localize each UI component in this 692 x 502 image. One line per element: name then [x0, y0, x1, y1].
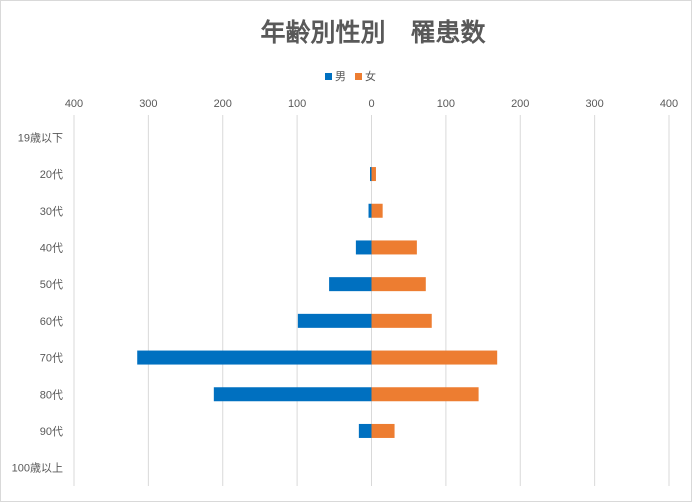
- y-tick-label: 70代: [40, 352, 63, 365]
- y-tick-label: 40代: [40, 241, 63, 254]
- bar-male-4: [329, 277, 372, 292]
- bar-female-5: [371, 313, 432, 328]
- y-tick-label: 100歳以上: [12, 462, 63, 475]
- bar-female-4: [371, 277, 426, 292]
- x-tick-label: 200: [511, 98, 529, 110]
- y-tick-label: 20代: [40, 168, 63, 181]
- bar-male-7: [213, 387, 372, 402]
- bar-male-8: [358, 423, 372, 438]
- x-tick-label: 200: [214, 98, 232, 110]
- y-tick-label: 90代: [40, 425, 63, 438]
- y-tick-label: 80代: [40, 388, 63, 401]
- legend-label-1: 女: [365, 69, 376, 83]
- y-tick-label: 50代: [40, 278, 63, 291]
- x-axis-ticks: 400 300 200 100 0 100 200 300 400: [65, 98, 678, 110]
- x-tick-label: 100: [288, 98, 306, 110]
- x-tick-label: 400: [65, 98, 83, 110]
- y-tick-label: 60代: [40, 315, 63, 328]
- x-tick-label: 400: [660, 98, 678, 110]
- legend-swatch-1: [355, 73, 362, 80]
- bar-male-6: [137, 350, 372, 365]
- x-tick-label: 300: [585, 98, 603, 110]
- bar-male-2: [368, 203, 372, 218]
- legend-swatch-0: [325, 73, 332, 80]
- bars: [137, 167, 498, 438]
- bar-female-3: [371, 240, 417, 255]
- bar-female-8: [371, 423, 395, 438]
- y-tick-label: 19歳以下: [18, 131, 63, 144]
- legend-label-0: 男: [335, 70, 346, 83]
- x-tick-label: 100: [437, 98, 455, 110]
- x-tick-label: 0: [368, 98, 374, 110]
- x-tick-label: 300: [139, 98, 157, 110]
- chart-title: 年齢別性別 罹患数: [260, 18, 486, 47]
- bar-male-5: [297, 313, 372, 328]
- bar-female-2: [371, 203, 383, 218]
- bar-male-3: [355, 240, 372, 255]
- y-axis-ticks: 19歳以下 20代 30代 40代 50代 60代 70代 80代 90代 100歳以上: [12, 131, 63, 474]
- legend: 男女: [325, 69, 376, 83]
- bar-female-1: [371, 167, 376, 182]
- y-tick-label: 30代: [40, 205, 63, 218]
- bar-female-7: [371, 387, 479, 402]
- bar-male-1: [370, 167, 372, 182]
- bar-female-6: [371, 350, 498, 365]
